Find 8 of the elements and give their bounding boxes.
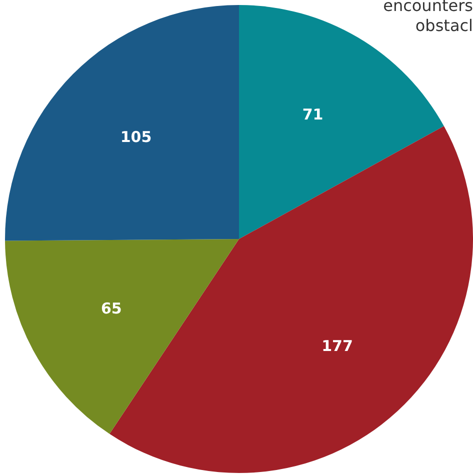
text: encounters xyxy=(383,0,473,15)
data-label: 71 xyxy=(302,105,324,124)
pie-slice xyxy=(5,5,239,241)
data-label: 177 xyxy=(322,336,353,355)
data-label: 65 xyxy=(100,299,122,318)
data-label: 105 xyxy=(120,128,152,146)
pie-slice xyxy=(5,239,239,434)
text: obstacl xyxy=(415,16,473,35)
